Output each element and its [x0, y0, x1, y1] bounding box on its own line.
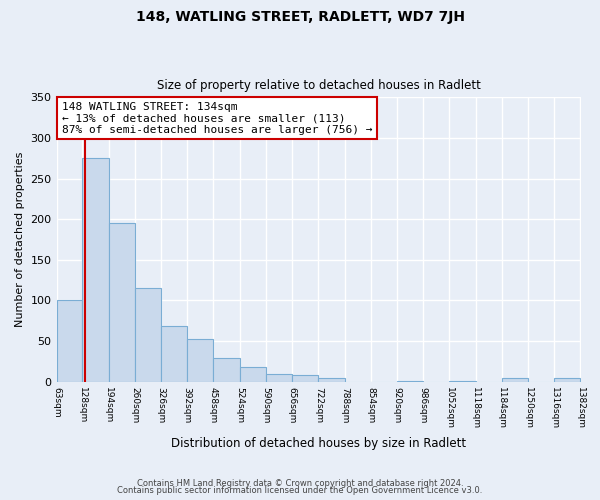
Bar — [56, 300, 82, 382]
Text: Contains public sector information licensed under the Open Government Licence v3: Contains public sector information licen… — [118, 486, 482, 495]
Bar — [135, 288, 161, 382]
Bar — [109, 224, 135, 382]
Text: 148, WATLING STREET, RADLETT, WD7 7JH: 148, WATLING STREET, RADLETT, WD7 7JH — [136, 10, 464, 24]
Text: Contains HM Land Registry data © Crown copyright and database right 2024.: Contains HM Land Registry data © Crown c… — [137, 478, 463, 488]
Bar — [266, 374, 292, 382]
Bar — [214, 358, 239, 382]
Y-axis label: Number of detached properties: Number of detached properties — [15, 152, 25, 327]
Bar — [397, 381, 423, 382]
Text: 148 WATLING STREET: 134sqm
← 13% of detached houses are smaller (113)
87% of sem: 148 WATLING STREET: 134sqm ← 13% of deta… — [62, 102, 372, 135]
Bar — [502, 378, 528, 382]
Title: Size of property relative to detached houses in Radlett: Size of property relative to detached ho… — [157, 79, 481, 92]
Bar — [161, 326, 187, 382]
Bar — [449, 381, 476, 382]
Bar — [187, 338, 214, 382]
Bar — [239, 367, 266, 382]
Bar — [319, 378, 344, 382]
Bar — [554, 378, 580, 382]
Bar — [82, 158, 109, 382]
X-axis label: Distribution of detached houses by size in Radlett: Distribution of detached houses by size … — [171, 437, 466, 450]
Bar — [292, 375, 319, 382]
